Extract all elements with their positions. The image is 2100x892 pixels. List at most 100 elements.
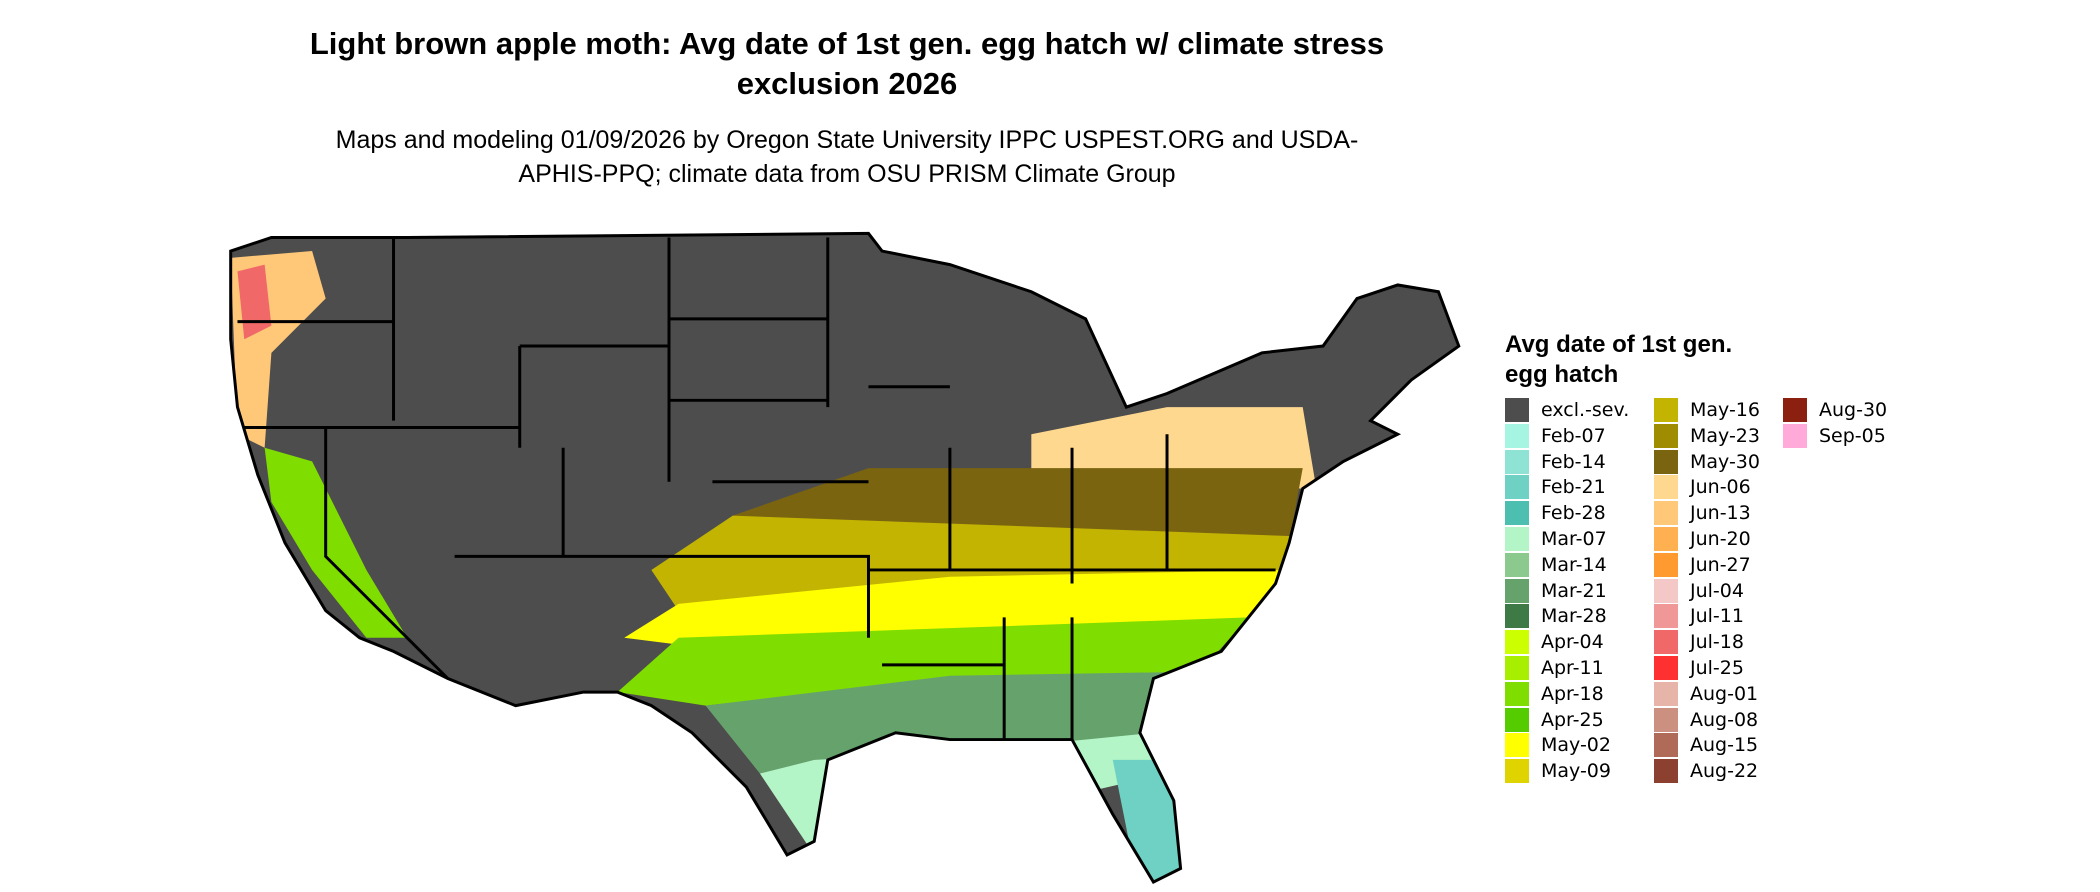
legend-item: Feb-28 bbox=[1505, 501, 1606, 526]
legend-label: Jun-20 bbox=[1690, 528, 1751, 550]
legend-swatch bbox=[1654, 733, 1678, 758]
legend-label: Mar-14 bbox=[1541, 553, 1607, 576]
legend-item: Mar-21 bbox=[1505, 578, 1607, 603]
legend-item: Aug-08 bbox=[1654, 707, 1758, 732]
legend-label: May-09 bbox=[1541, 760, 1611, 783]
legend-item: May-02 bbox=[1505, 733, 1611, 758]
legend-title: Avg date of 1st gen. egg hatch bbox=[1505, 331, 1733, 388]
legend-label: Apr-25 bbox=[1541, 708, 1604, 731]
legend-item: Jul-25 bbox=[1654, 656, 1744, 680]
legend-item: Apr-18 bbox=[1505, 681, 1604, 706]
legend-label: Sep-05 bbox=[1819, 424, 1886, 447]
legend-label: Jul-11 bbox=[1690, 605, 1744, 628]
legend-item: Aug-15 bbox=[1654, 733, 1759, 758]
legend-label: Jun-06 bbox=[1690, 476, 1751, 499]
legend-label: Apr-11 bbox=[1541, 657, 1604, 679]
legend-swatch bbox=[1505, 475, 1529, 500]
legend-label: May-16 bbox=[1690, 399, 1760, 421]
legend-swatch bbox=[1505, 578, 1529, 603]
legend-swatch bbox=[1654, 630, 1678, 655]
state-borders bbox=[229, 231, 1461, 885]
legend-label: Mar-07 bbox=[1541, 528, 1607, 550]
legend-item: Apr-25 bbox=[1505, 707, 1604, 732]
legend-label: May-02 bbox=[1541, 734, 1611, 757]
legend-item: Mar-07 bbox=[1505, 527, 1607, 551]
legend-item: Jun-13 bbox=[1654, 501, 1751, 526]
legend-item: Jul-04 bbox=[1654, 578, 1744, 603]
legend-label: Feb-14 bbox=[1541, 450, 1606, 473]
legend-label: Feb-21 bbox=[1541, 476, 1606, 499]
legend-label: Mar-21 bbox=[1541, 579, 1607, 602]
legend-swatch bbox=[1654, 527, 1678, 551]
legend-item: May-09 bbox=[1505, 759, 1611, 784]
legend-label: Aug-30 bbox=[1819, 399, 1888, 421]
legend-label: Jun-13 bbox=[1690, 502, 1751, 525]
region bbox=[651, 515, 1290, 611]
map bbox=[229, 231, 1461, 885]
legend-swatch bbox=[1505, 423, 1529, 448]
region bbox=[617, 617, 1249, 706]
legend-item: May-16 bbox=[1654, 398, 1760, 422]
region bbox=[264, 447, 408, 638]
legend-item: May-30 bbox=[1654, 449, 1760, 474]
legend-item: Mar-28 bbox=[1505, 604, 1607, 629]
legend-swatch bbox=[1783, 423, 1807, 448]
legend-item: Apr-04 bbox=[1505, 630, 1604, 655]
legend-label: Jul-25 bbox=[1690, 657, 1744, 679]
legend-label: Aug-22 bbox=[1690, 760, 1759, 783]
legend-swatch bbox=[1505, 681, 1529, 706]
legend-item: Aug-22 bbox=[1654, 759, 1759, 784]
legend-item: Aug-30 bbox=[1783, 398, 1887, 422]
legend-label: Jul-04 bbox=[1690, 579, 1744, 602]
map-subtitle: Maps and modeling 01/09/2026 by Oregon S… bbox=[335, 126, 1359, 188]
legend-swatch bbox=[1505, 656, 1529, 680]
legend-label: May-23 bbox=[1690, 424, 1760, 447]
legend-item: Jun-27 bbox=[1654, 552, 1751, 577]
legend-label: Aug-01 bbox=[1690, 682, 1759, 705]
legend-item: May-23 bbox=[1654, 423, 1760, 448]
legend-item: Feb-14 bbox=[1505, 449, 1606, 474]
legend-swatch bbox=[1654, 423, 1678, 448]
legend-swatch bbox=[1654, 681, 1678, 706]
legend-swatch bbox=[1505, 552, 1529, 577]
legend-item: Feb-07 bbox=[1505, 423, 1606, 448]
legend-swatch bbox=[1505, 398, 1529, 422]
legend-swatch bbox=[1654, 475, 1678, 500]
legend-item: Apr-11 bbox=[1505, 656, 1604, 680]
legend-swatch bbox=[1654, 604, 1678, 629]
legend-label: May-30 bbox=[1690, 450, 1760, 473]
legend-label: Apr-18 bbox=[1541, 682, 1604, 705]
legend-swatch bbox=[1654, 578, 1678, 603]
map-title: Light brown apple moth: Avg date of 1st … bbox=[309, 26, 1385, 101]
legend-swatch bbox=[1654, 398, 1678, 422]
legend-swatch bbox=[1654, 449, 1678, 474]
legend-label: Aug-15 bbox=[1690, 734, 1759, 757]
legend-swatch bbox=[1505, 707, 1529, 732]
legend-swatch bbox=[1505, 733, 1529, 758]
legend-label: excl.-sev. bbox=[1541, 399, 1630, 421]
legend-label: Feb-28 bbox=[1541, 502, 1606, 525]
legend-label: Jul-18 bbox=[1690, 631, 1744, 654]
legend-item: Aug-01 bbox=[1654, 681, 1759, 706]
legend-swatch bbox=[1654, 707, 1678, 732]
legend-label: Mar-28 bbox=[1541, 605, 1607, 628]
legend-swatch bbox=[1505, 759, 1529, 784]
legend-swatch bbox=[1783, 398, 1807, 422]
legend-swatch bbox=[1654, 759, 1678, 784]
legend-swatch bbox=[1654, 552, 1678, 577]
legend-swatch bbox=[1654, 501, 1678, 526]
legend-swatch bbox=[1505, 527, 1529, 551]
legend-item: Jul-18 bbox=[1654, 630, 1744, 655]
legend-swatch bbox=[1505, 630, 1529, 655]
legend-item: Jun-06 bbox=[1654, 475, 1751, 500]
legend-label: Apr-04 bbox=[1541, 631, 1604, 654]
legend-label: Jun-27 bbox=[1690, 553, 1751, 576]
legend-swatch bbox=[1654, 656, 1678, 680]
legend-item: Mar-14 bbox=[1505, 552, 1607, 577]
country-outline bbox=[229, 231, 1461, 885]
legend-item: Sep-05 bbox=[1783, 423, 1886, 448]
state-line bbox=[237, 237, 1276, 740]
legend-item: Jul-11 bbox=[1654, 604, 1744, 629]
legend-swatch bbox=[1505, 449, 1529, 474]
